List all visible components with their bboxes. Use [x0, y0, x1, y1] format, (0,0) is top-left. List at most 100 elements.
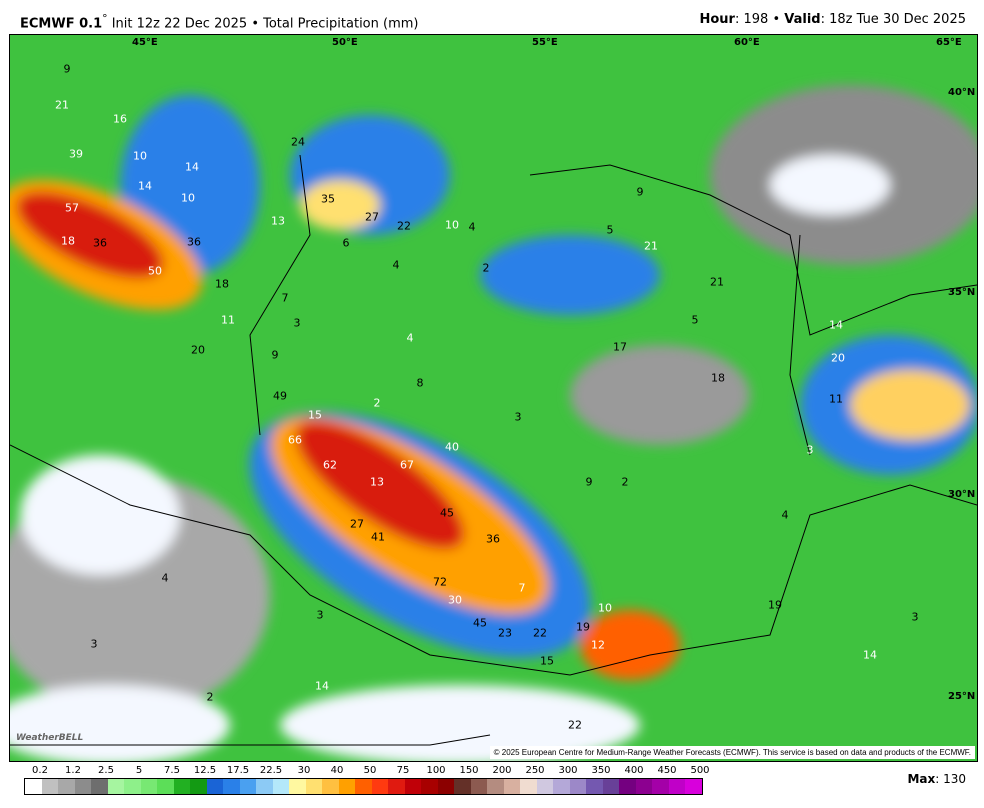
colorbar-tick: 500	[690, 765, 710, 776]
colorbar-tick: 75	[396, 765, 410, 776]
colorbar-tick: 30	[297, 765, 311, 776]
precip-value-label: 67	[400, 458, 414, 472]
sep: •	[251, 16, 259, 32]
precip-value-label: 2	[482, 261, 490, 275]
colorbar-tick: 1.2	[65, 765, 81, 776]
colorbar-tick: 50	[363, 765, 377, 776]
colorbar-swatch	[487, 779, 504, 794]
precip-value-label: 4	[161, 571, 169, 585]
colorbar-swatch	[289, 779, 306, 794]
precip-value-label: 57	[65, 201, 79, 215]
colorbar-swatch	[239, 779, 256, 794]
product-name: Total Precipitation (mm)	[263, 16, 419, 32]
colorbar	[24, 778, 703, 795]
precip-value-label: 4	[468, 220, 476, 234]
colorbar-tick: 7.5	[164, 765, 180, 776]
hour-label: Hour	[699, 12, 735, 27]
precip-value-label: 5	[691, 313, 699, 327]
colorbar-swatch	[619, 779, 636, 794]
precip-value-label: 4	[781, 508, 789, 522]
colorbar-tick: 150	[459, 765, 479, 776]
precip-value-label: 7	[281, 291, 289, 305]
precip-value-label: 22	[397, 219, 411, 233]
lon-label: 60°E	[734, 37, 760, 48]
colorbar-swatch	[668, 779, 685, 794]
precip-value-label: 17	[613, 340, 627, 354]
precip-value-label: 6	[342, 236, 350, 250]
sep: •	[772, 12, 781, 27]
colorbar-swatch	[569, 779, 586, 794]
colorbar-tick: 2.5	[98, 765, 114, 776]
degree: °	[102, 12, 108, 25]
max-label: Max	[907, 772, 936, 786]
max-value: Max: 130	[907, 772, 966, 786]
colorbar-tick: 300	[558, 765, 578, 776]
precip-value-label: 20	[831, 351, 845, 365]
colorbar-swatch	[635, 779, 652, 794]
precip-value-label: 3	[514, 410, 522, 424]
precip-value-label: 21	[55, 98, 69, 112]
precip-value-label: 5	[606, 223, 614, 237]
colorbar-tick: 250	[525, 765, 545, 776]
lon-label: 50°E	[332, 37, 358, 48]
precip-value-label: 39	[69, 147, 83, 161]
lon-label: 65°E	[936, 37, 962, 48]
precip-value-label: 3	[911, 610, 919, 624]
colorbar-swatch	[223, 779, 240, 794]
precip-value-label: 3	[316, 608, 324, 622]
precip-value-label: 13	[370, 475, 384, 489]
precip-value-label: 30	[448, 593, 462, 607]
colorbar-swatch	[404, 779, 421, 794]
colorbar-tick: 17.5	[226, 765, 250, 776]
precip-value-label: 72	[433, 575, 447, 589]
precip-value-label: 8	[416, 376, 424, 390]
colorbar-tick: 0.2	[32, 765, 48, 776]
colorbar-swatch	[652, 779, 669, 794]
colorbar-swatch	[371, 779, 388, 794]
borders	[10, 154, 977, 746]
colorbar-tick: 400	[624, 765, 644, 776]
precip-value-label: 21	[710, 275, 724, 289]
precip-value-label: 4	[406, 331, 414, 345]
precip-value-label: 27	[350, 517, 364, 531]
colorbar-swatch	[272, 779, 289, 794]
precip-value-label: 4	[392, 258, 400, 272]
precip-value-label: 9	[63, 62, 71, 76]
precip-value-label: 49	[273, 389, 287, 403]
precip-value-label: 24	[291, 135, 305, 149]
precip-value-label: 18	[61, 234, 75, 248]
colorbar-swatch	[322, 779, 339, 794]
colorbar-swatch	[503, 779, 520, 794]
precip-value-label: 20	[191, 343, 205, 357]
precip-value-label: 27	[365, 210, 379, 224]
colorbar-swatch	[536, 779, 553, 794]
precip-value-label: 9	[636, 185, 644, 199]
colorbar-tick: 22.5	[259, 765, 283, 776]
valid-value: : 18z Tue 30 Dec 2025	[820, 12, 966, 27]
colorbar-swatch	[602, 779, 619, 794]
lat-label: 35°N	[948, 287, 976, 298]
colorbar-tick: 12.5	[193, 765, 217, 776]
precip-value-label: 10	[598, 601, 612, 615]
lat-label: 25°N	[948, 691, 976, 702]
colorbar-swatch	[553, 779, 570, 794]
colorbar-swatch	[338, 779, 355, 794]
weatherbell-logo: WeatherBELL	[16, 733, 84, 743]
colorbar-tick: 40	[330, 765, 344, 776]
colorbar-swatch	[107, 779, 124, 794]
precip-value-label: 22	[533, 626, 547, 640]
lon-label: 55°E	[532, 37, 558, 48]
precip-value-label: 36	[93, 236, 107, 250]
precip-value-label: 66	[288, 433, 302, 447]
colorbar-tick: 350	[591, 765, 611, 776]
init-time: Init 12z 22 Dec 2025	[111, 16, 248, 32]
colorbar-swatch	[140, 779, 157, 794]
precip-value-label: 3	[806, 443, 814, 457]
precip-value-label: 3	[90, 637, 98, 651]
precip-value-label: 9	[585, 475, 593, 489]
colorbar-tick: 200	[492, 765, 512, 776]
precip-value-label: 18	[215, 277, 229, 291]
colorbar-swatch	[586, 779, 603, 794]
precip-value-label: 15	[308, 408, 322, 422]
precip-value-label: 14	[315, 679, 329, 693]
